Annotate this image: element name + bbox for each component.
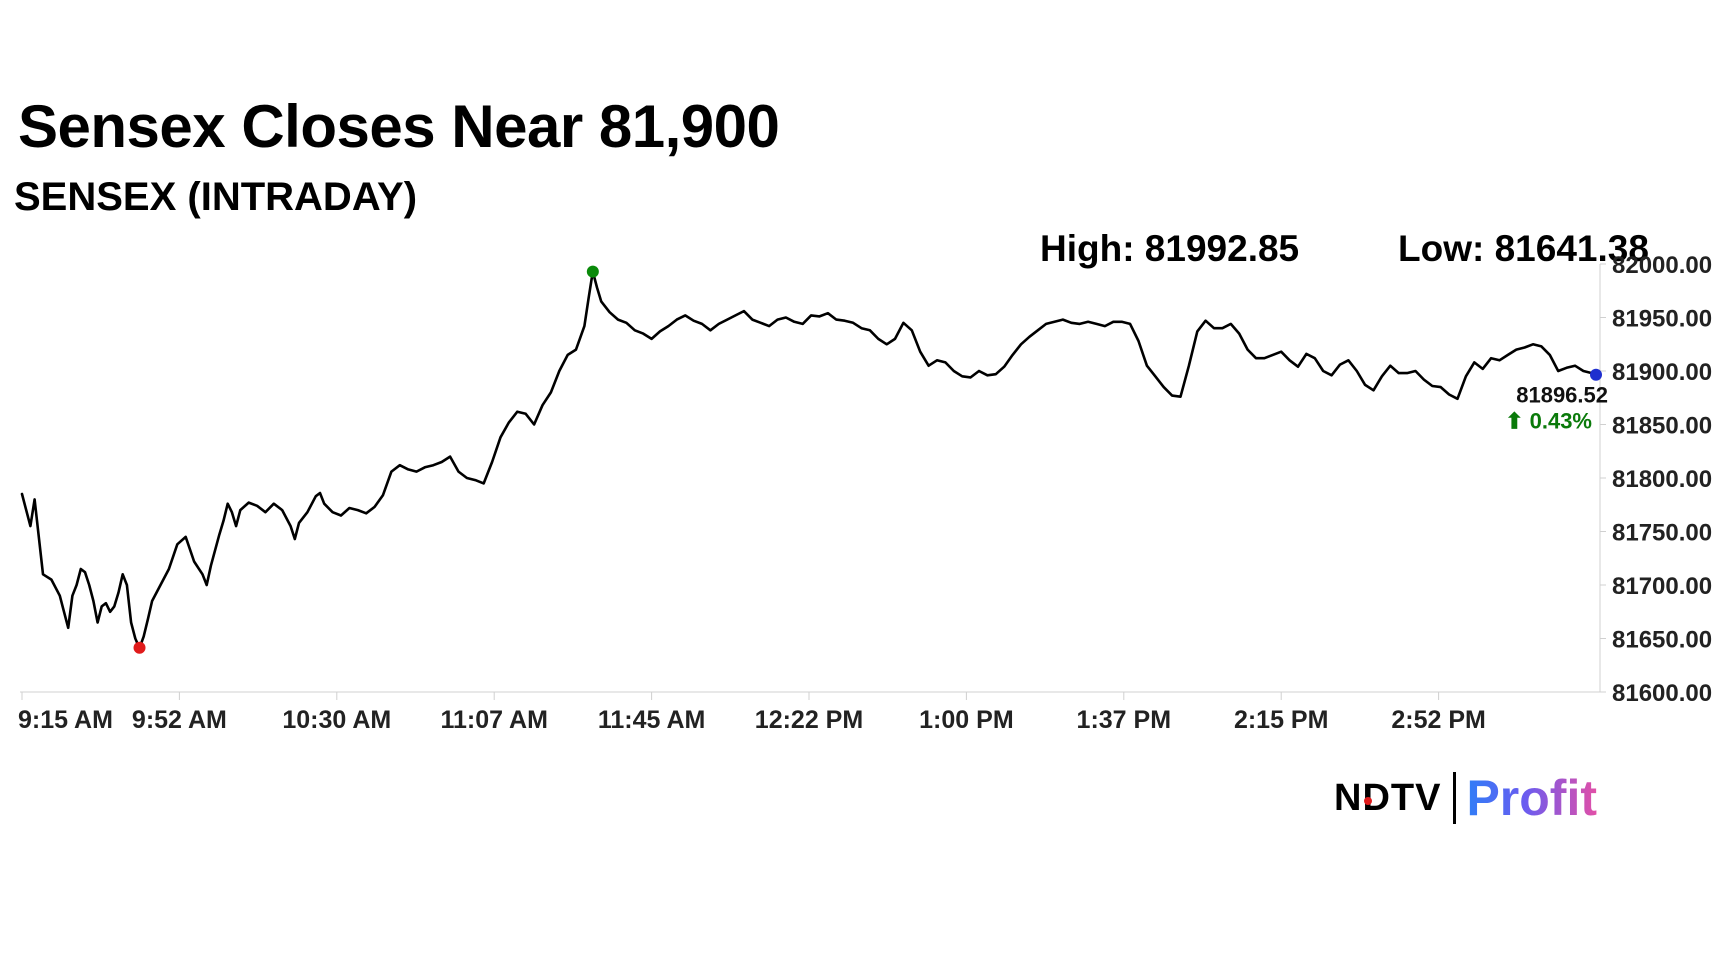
x-tick-label: 1:37 PM xyxy=(1077,706,1171,734)
x-tick-label: 9:15 AM xyxy=(18,706,113,734)
brand-dot-icon xyxy=(1364,796,1372,805)
y-tick-label: 81800.00 xyxy=(1612,466,1712,493)
y-tick-label: 81600.00 xyxy=(1612,680,1712,707)
sensex-series-line xyxy=(20,270,1598,650)
y-tick-label: 81850.00 xyxy=(1612,413,1712,440)
high-point-marker xyxy=(586,265,599,278)
x-axis: 9:15 AM 9:52 AM 10:30 AM 11:07 AM 11:45 AM 12… xyxy=(18,691,1600,734)
change-percent-label: ⬆ 0.43% xyxy=(1505,409,1592,434)
chart-subtitle: SENSEX (INTRADAY) xyxy=(14,175,418,219)
x-tick-label: 1:00 PM xyxy=(919,706,1013,734)
y-tick-label: 81900.00 xyxy=(1612,359,1712,386)
x-tick-label: 9:52 AM xyxy=(132,706,227,734)
page-title: Sensex Closes Near 81,900 xyxy=(18,93,780,160)
series-group xyxy=(20,270,1598,650)
brand-profit-text: Profit xyxy=(1466,770,1597,826)
ndtv-profit-logo: NDTV Profit xyxy=(1334,770,1597,826)
x-tick-label: 11:07 AM xyxy=(440,706,547,734)
last-point-marker xyxy=(1590,368,1602,381)
y-tick-label: 81650.00 xyxy=(1612,627,1712,654)
last-value-label: 81896.52 xyxy=(1516,383,1608,408)
low-point-marker xyxy=(133,641,146,654)
brand-ndtv-text: NDTV xyxy=(1334,776,1442,819)
marker-group: 81896.52⬆ 0.43% xyxy=(133,265,1608,654)
y-tick-label: 82000.00 xyxy=(1612,252,1712,279)
x-tick-label: 2:52 PM xyxy=(1391,706,1485,734)
y-tick-label: 81750.00 xyxy=(1612,520,1712,547)
y-tick-label: 81950.00 xyxy=(1612,306,1712,333)
x-tick-label: 11:45 AM xyxy=(598,706,705,734)
y-tick-label: 81700.00 xyxy=(1612,573,1712,600)
low-label: Low: 81641.38 xyxy=(1398,228,1649,269)
brand-divider xyxy=(1453,772,1457,824)
high-label: High: 81992.85 xyxy=(1040,228,1300,269)
x-tick-label: 2:15 PM xyxy=(1234,706,1328,734)
y-axis: 81600.00 81650.00 81700.00 81750.00 81800.00… xyxy=(1599,252,1712,707)
x-tick-label: 12:22 PM xyxy=(755,706,863,734)
x-tick-label: 10:30 AM xyxy=(282,706,391,734)
